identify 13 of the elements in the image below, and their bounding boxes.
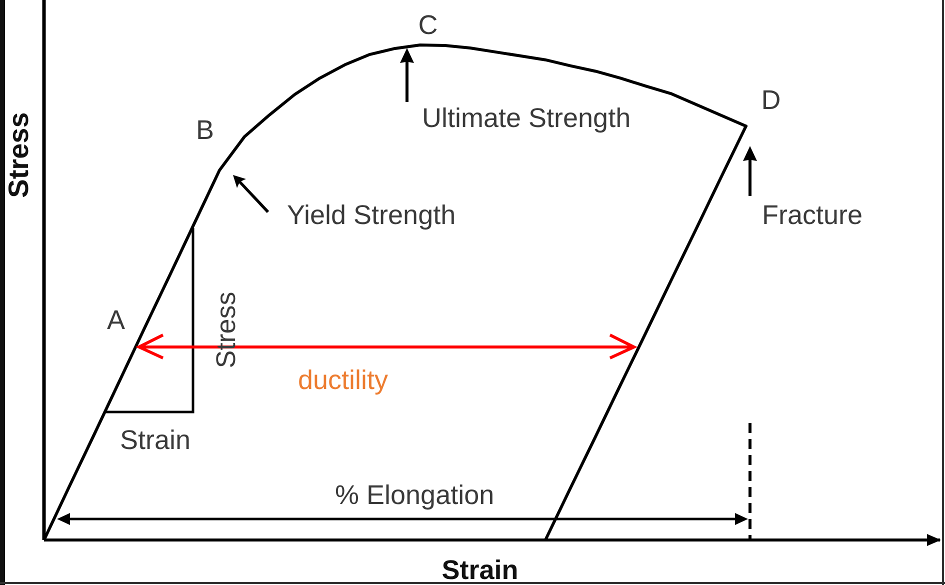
- text: D: [761, 85, 781, 115]
- text: Fracture: [762, 200, 863, 230]
- annotation: Yield Strength: [287, 200, 456, 230]
- x-axis-title: Strain: [442, 555, 518, 585]
- text: C: [418, 10, 438, 40]
- annotation: % Elongation: [335, 480, 494, 510]
- annotation: ductility: [298, 365, 389, 395]
- annotation: Ultimate Strength: [422, 103, 631, 133]
- annotation: A: [106, 305, 126, 335]
- annotation: B: [196, 115, 214, 145]
- y-axis-title: Stress: [2, 112, 34, 198]
- annotation: Stress: [211, 292, 241, 368]
- annotation: Strain: [120, 425, 191, 455]
